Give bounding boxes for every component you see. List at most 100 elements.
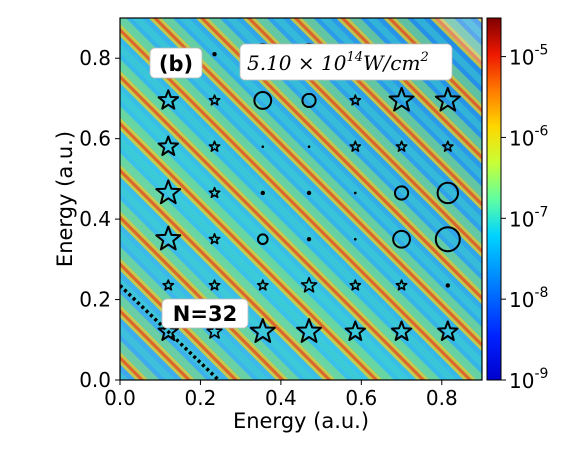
threshold-label-box: N=32: [161, 298, 249, 329]
heatmap-band-green: [120, 105, 395, 380]
marker-dot: [306, 237, 312, 242]
heatmap-band-red: [293, 18, 482, 207]
x-tick-label: 0.4: [265, 386, 297, 410]
marker-layer: [155, 43, 461, 343]
panel-label-box: (b): [149, 47, 203, 79]
colorbar: 10-910-810-710-610-5: [486, 17, 549, 393]
plot-frame: [119, 17, 483, 381]
marker-circle: [253, 91, 273, 110]
threshold-dotted-line: [120, 284, 220, 380]
heatmap-band-red: [152, 18, 482, 348]
intensity-unit: W/cm: [363, 51, 420, 75]
threshold-line: [120, 284, 220, 380]
intensity-label-box: 5.10 × 1014W/cm2: [239, 43, 453, 81]
heatmap-band-green: [120, 293, 207, 380]
heatmap-band-green: [161, 18, 482, 339]
heatmap-band-cyan: [120, 324, 176, 380]
marker-star: [206, 323, 223, 339]
x-tick-label: 0.8: [426, 386, 458, 410]
colorbar-bar: [486, 17, 502, 381]
intensity-mantissa: 5.10 × 10: [247, 51, 347, 75]
heatmap-band-red: [120, 74, 426, 380]
x-axis-label: Energy (a.u.): [233, 409, 369, 433]
marker-star: [441, 140, 454, 152]
colorbar-tick-exponent: -9: [534, 366, 548, 382]
y-tick-label: 0.0: [79, 368, 111, 392]
marker-star: [349, 94, 362, 106]
marker-star: [208, 140, 221, 152]
heatmap-corner: [433, 18, 482, 67]
marker-star: [157, 89, 179, 110]
colorbar-tick-base: 10: [509, 288, 534, 312]
heatmap-band-red: [340, 18, 482, 160]
colorbar-tick-label: 10-7: [509, 204, 548, 231]
y-axis: 0.0 0.2 0.4 0.6 0.8: [79, 46, 120, 392]
colorbar-tick-label: 10-6: [509, 123, 549, 150]
heatmap-band-cyan: [120, 89, 411, 380]
marker-star: [155, 225, 182, 251]
y-tick-label: 0.2: [79, 288, 111, 312]
heatmap-band-green: [208, 18, 482, 292]
colorbar-tick-base: 10: [509, 46, 534, 70]
heatmap-band-red: [120, 308, 192, 380]
x-axis: 0.0 0.2 0.4 0.6 0.8: [104, 380, 458, 410]
marker-star: [349, 279, 362, 291]
intensity-label: 5.10 × 1014W/cm2: [247, 50, 429, 75]
heatmap-band-cyan: [178, 18, 482, 322]
marker-circle: [393, 185, 410, 201]
marker-star: [249, 318, 276, 343]
heatmap-band-cyan: [272, 18, 482, 228]
panel-label: (b): [159, 52, 193, 76]
colorbar-tick-label: 10-5: [509, 43, 548, 70]
heatmap-band-red: [120, 168, 332, 380]
colorbar-tick-base: 10: [509, 207, 534, 231]
marker-star: [157, 320, 179, 341]
threshold-label: N=32: [173, 302, 237, 326]
y-axis-label: Energy (a.u.): [53, 131, 77, 267]
marker-dot: [306, 190, 312, 196]
marker-star: [155, 179, 182, 205]
colorbar-ticks: 10-910-810-710-610-5: [501, 43, 549, 393]
marker-dot: [212, 52, 217, 57]
heatmap-band-green: [120, 59, 441, 380]
heatmap-band-green: [348, 18, 482, 152]
marker-star: [349, 140, 362, 152]
marker-dot: [354, 191, 357, 195]
colorbar-tick-label: 10-8: [509, 285, 548, 312]
marker-star: [344, 320, 366, 341]
heatmap-band-red: [120, 121, 379, 380]
heatmap-band-red: [199, 18, 482, 301]
heatmap-band-cyan: [120, 371, 129, 380]
marker-star: [434, 86, 461, 112]
marker-circle: [256, 233, 269, 246]
marker-star: [208, 233, 221, 245]
heatmap-band-cyan: [120, 43, 457, 380]
marker-star: [388, 86, 415, 112]
heatmap-band-green: [255, 18, 482, 245]
heatmap-band-green: [120, 18, 482, 380]
marker-circle: [301, 92, 317, 109]
heatmap-band-green: [120, 340, 160, 380]
colorbar-tick-exponent: -6: [534, 123, 548, 139]
heatmap-band-red: [120, 355, 145, 380]
y-tick-label: 0.8: [79, 46, 111, 70]
marker-star: [296, 318, 322, 343]
marker-circle: [434, 226, 461, 253]
heatmap-band-cyan: [459, 18, 482, 41]
marker-circle: [436, 181, 460, 205]
heatmap-band-green: [120, 199, 301, 380]
marker-star: [256, 279, 269, 291]
heatmap-band-red: [246, 18, 482, 254]
colorbar-tick-label: 10-9: [509, 366, 548, 393]
marker-star: [395, 140, 408, 152]
marker-star: [208, 186, 221, 199]
heatmap-band-green: [442, 18, 482, 58]
x-tick-label: 0.6: [345, 386, 377, 410]
marker-star: [162, 279, 175, 291]
marker-star: [437, 320, 459, 341]
heatmap-band-red: [120, 27, 473, 380]
heatmap-stripes: [120, 18, 482, 380]
heatmap-band-cyan: [131, 18, 482, 369]
y-tick-label: 0.6: [79, 127, 111, 151]
